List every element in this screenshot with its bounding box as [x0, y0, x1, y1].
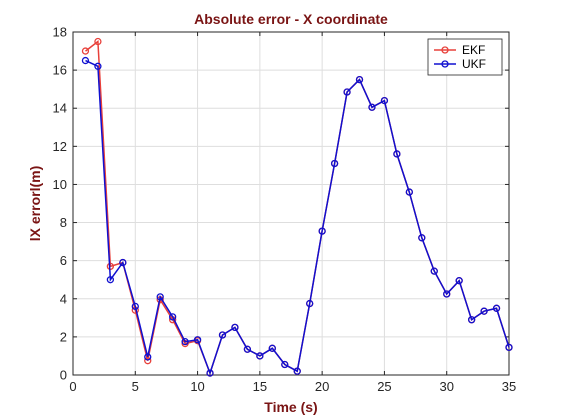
data-point-ukf — [480, 307, 488, 315]
ticks: 0 5 10 15 20 25 30 35 0 2 4 6 8 10 12 14 16 18 — [53, 25, 517, 395]
y-tick-label: 0 — [60, 368, 67, 383]
legend-marker-ukf — [441, 60, 449, 68]
data-point-ukf — [380, 96, 389, 105]
data-point-ukf — [467, 316, 476, 324]
data-point-ekf — [94, 37, 102, 46]
data-point-ukf — [492, 304, 501, 312]
x-tick-label: 20 — [315, 379, 329, 394]
data-point-ukf — [119, 258, 127, 267]
data-point-ukf — [218, 331, 227, 339]
y-axis-label: lX errorl(m) — [27, 166, 43, 241]
legend-marker-ekf — [441, 46, 449, 54]
data-point-ukf — [443, 290, 451, 298]
data-point-ukf — [169, 313, 177, 321]
legend-label-ekf: EKF — [462, 43, 485, 57]
y-tick-label: 18 — [53, 25, 67, 40]
data-point-ukf — [343, 88, 351, 96]
y-tick-label: 6 — [60, 253, 67, 268]
x-tick-label: 0 — [69, 379, 76, 394]
axes-box — [72, 31, 510, 376]
data-point-ekf — [81, 47, 90, 55]
y-tick-label: 8 — [60, 215, 67, 230]
data-point-ukf — [131, 302, 139, 311]
x-tick-label: 25 — [377, 379, 391, 394]
data-point-ukf — [281, 360, 289, 369]
x-tick-label: 15 — [253, 379, 267, 394]
data-point-ukf — [430, 267, 438, 275]
x-tick-label: 5 — [132, 379, 139, 394]
legend-label-ukf: UKF — [462, 57, 486, 71]
series-layer — [81, 37, 513, 377]
data-point-ukf — [106, 276, 115, 284]
data-point-ukf — [193, 336, 202, 344]
data-point-ukf — [243, 345, 252, 353]
data-point-ukf — [81, 56, 90, 65]
data-point-ukf — [505, 343, 513, 352]
data-point-ukf — [181, 338, 189, 346]
data-point-ukf — [144, 353, 152, 361]
data-point-ukf — [405, 188, 413, 196]
data-point-ukf — [330, 159, 339, 168]
y-tick-label: 4 — [60, 291, 67, 306]
data-point-ukf — [293, 367, 301, 375]
series-line-ekf — [85, 40, 510, 376]
data-point-ukf — [231, 323, 239, 332]
series-line-ukf — [85, 59, 510, 376]
data-point-ukf — [206, 369, 214, 377]
data-point-ukf — [355, 75, 364, 84]
data-point-ukf — [318, 227, 326, 235]
x-axis-label: Time (s) — [264, 399, 317, 415]
x-tick-label: 10 — [190, 379, 204, 394]
y-tick-label: 14 — [53, 101, 67, 116]
data-point-ukf — [455, 277, 463, 285]
data-point-ukf — [418, 234, 426, 242]
data-point-ukf — [393, 150, 401, 158]
data-point-ukf — [256, 352, 264, 360]
x-tick-label: 35 — [502, 379, 516, 394]
y-tick-label: 2 — [60, 329, 67, 344]
chart-title: Absolute error - X coordinate — [194, 11, 388, 27]
y-tick-label: 12 — [53, 139, 67, 154]
data-point-ukf — [306, 299, 314, 308]
legend-box — [427, 38, 503, 76]
data-point-ukf — [268, 344, 276, 352]
data-point-ukf — [368, 103, 376, 111]
data-point-ukf — [94, 62, 102, 70]
x-tick-label: 30 — [439, 379, 453, 394]
data-point-ekf — [144, 357, 152, 365]
y-tick-label: 16 — [53, 63, 67, 78]
data-point-ukf — [156, 293, 164, 301]
y-tick-label: 10 — [53, 177, 67, 192]
